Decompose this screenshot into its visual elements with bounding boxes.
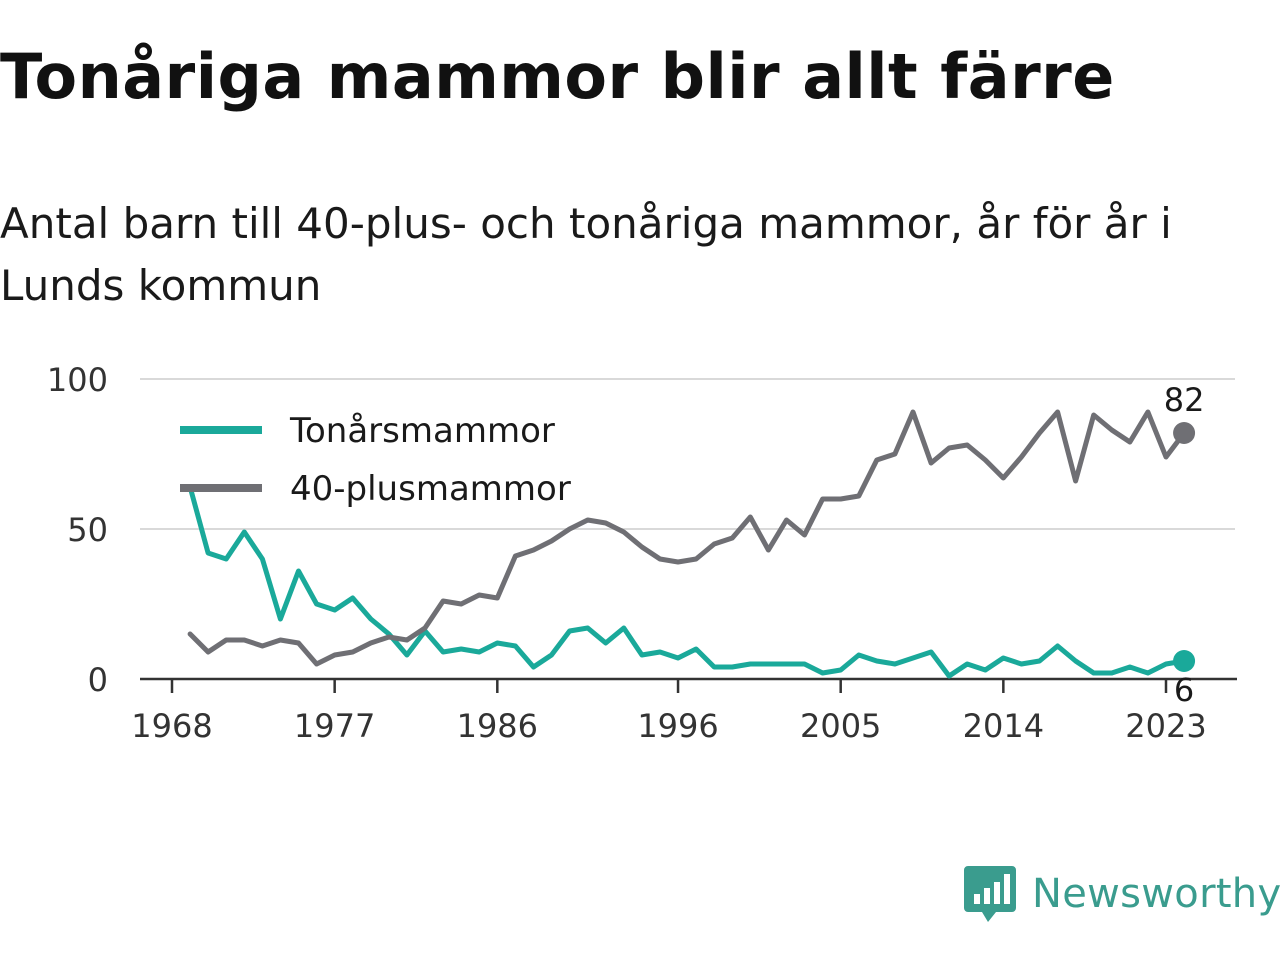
end-value-label: 6 <box>1174 671 1194 709</box>
x-tick-label: 2005 <box>800 707 881 745</box>
end-labels: 6 82 <box>1164 381 1205 709</box>
y-tick-label: 100 <box>47 361 108 399</box>
end-marker <box>1173 650 1196 672</box>
series-lines <box>187 409 1187 679</box>
grid-lines <box>140 378 1235 530</box>
series-line-1 <box>187 409 1187 667</box>
brand-name: Newsworthy <box>1032 871 1280 917</box>
legend: Tonårsmammor 40-plusmammor <box>180 411 571 509</box>
y-tick-label: 50 <box>67 511 108 549</box>
end-value-label: 82 <box>1164 381 1205 419</box>
newsworthy-logo-icon <box>964 866 1016 922</box>
legend-label: 40-plusmammor <box>290 469 571 509</box>
y-tick-label: 0 <box>88 661 108 699</box>
legend-label: Tonårsmammor <box>289 411 555 451</box>
x-tick-label: 1977 <box>294 707 375 745</box>
x-tick-label: 1996 <box>637 707 718 745</box>
chart-title: Tonåriga mammor blir allt färre <box>0 40 1115 113</box>
series-line-0 <box>187 484 1187 679</box>
brand: Newsworthy <box>964 864 1280 924</box>
x-tick-label: 2014 <box>963 707 1044 745</box>
axes: 0 50 100 1968 1977 1986 1996 2005 2014 2023 <box>47 361 1237 745</box>
chart-subtitle: Antal barn till 40-plus- och tonåriga ma… <box>0 199 1172 310</box>
x-tick-label: 2023 <box>1125 707 1206 745</box>
x-tick-label: 1986 <box>457 707 538 745</box>
end-marker <box>1173 422 1196 444</box>
x-tick-label: 1968 <box>131 707 212 745</box>
